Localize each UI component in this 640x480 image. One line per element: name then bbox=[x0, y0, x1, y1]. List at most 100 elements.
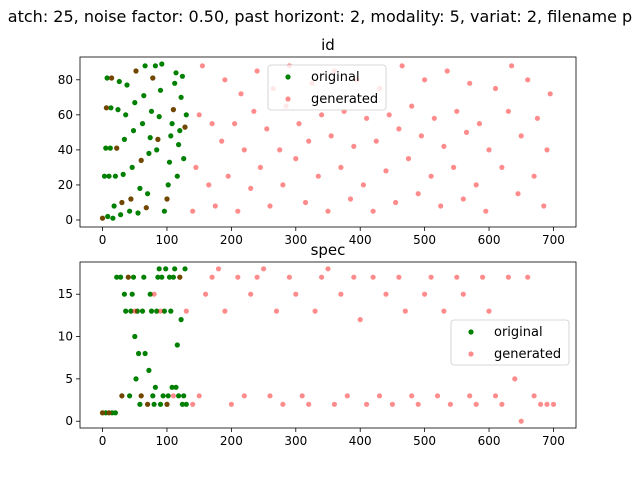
data-point bbox=[415, 401, 421, 407]
data-point bbox=[138, 157, 144, 163]
data-point bbox=[441, 308, 447, 314]
chart-spec: 0 100 200 300 400 500 600 700 0 5 10 15 spec original… bbox=[58, 241, 577, 448]
data-point bbox=[170, 107, 176, 113]
data-point bbox=[150, 393, 156, 399]
data-point bbox=[534, 115, 541, 121]
data-point bbox=[157, 401, 164, 407]
data-point bbox=[107, 145, 113, 151]
data-point bbox=[409, 393, 415, 399]
data-point bbox=[376, 393, 383, 399]
data-point bbox=[505, 108, 511, 114]
x-tick-label: 100 bbox=[156, 233, 179, 247]
data-point bbox=[251, 108, 257, 114]
data-point bbox=[133, 68, 139, 74]
data-point bbox=[103, 105, 109, 111]
data-point bbox=[156, 266, 162, 272]
data-point bbox=[444, 68, 450, 74]
data-point bbox=[103, 145, 109, 151]
data-point bbox=[209, 121, 215, 127]
legend-box bbox=[267, 64, 387, 111]
data-point bbox=[467, 393, 473, 399]
data-point bbox=[447, 401, 453, 407]
data-point bbox=[183, 401, 189, 407]
chart-title: id bbox=[321, 36, 335, 54]
data-point bbox=[405, 156, 412, 162]
data-point bbox=[176, 393, 182, 399]
chart-id: 0 100 200 300 400 500 600 700 0 20 40 60 80 id origina… bbox=[58, 36, 577, 247]
data-point bbox=[393, 199, 399, 206]
x-tick-label: 300 bbox=[284, 434, 307, 448]
data-point bbox=[219, 138, 225, 144]
x-tick-label: 0 bbox=[99, 233, 107, 247]
data-point bbox=[261, 266, 267, 272]
data-point bbox=[170, 107, 176, 113]
data-point bbox=[360, 182, 366, 188]
data-point bbox=[148, 308, 155, 314]
data-point bbox=[154, 147, 160, 153]
data-point bbox=[169, 384, 175, 390]
data-point bbox=[176, 142, 182, 148]
data-point bbox=[182, 124, 188, 130]
legend-marker bbox=[468, 351, 474, 357]
data-point bbox=[143, 205, 149, 211]
data-point bbox=[138, 393, 144, 399]
data-point bbox=[181, 156, 187, 162]
data-point bbox=[396, 126, 402, 132]
x-tick-label: 500 bbox=[413, 434, 436, 448]
data-point bbox=[173, 70, 179, 76]
data-point bbox=[119, 199, 125, 206]
data-point bbox=[130, 274, 137, 280]
data-point bbox=[99, 215, 106, 221]
legend-marker bbox=[285, 96, 291, 102]
data-point bbox=[181, 393, 187, 399]
data-point bbox=[112, 410, 118, 416]
data-point bbox=[119, 393, 125, 399]
data-point bbox=[486, 308, 492, 314]
data-point bbox=[525, 274, 531, 280]
data-point bbox=[115, 107, 121, 113]
data-point bbox=[152, 63, 158, 69]
data-point bbox=[106, 173, 112, 179]
data-point bbox=[168, 133, 174, 139]
data-point bbox=[434, 393, 441, 399]
data-point bbox=[531, 173, 537, 179]
data-point bbox=[531, 393, 537, 399]
legend-marker bbox=[285, 74, 291, 80]
x-tick-label: 700 bbox=[542, 233, 565, 247]
data-point bbox=[525, 77, 531, 83]
data-point bbox=[267, 393, 273, 399]
data-point bbox=[228, 401, 234, 407]
data-point bbox=[179, 73, 185, 79]
data-point bbox=[121, 136, 127, 142]
data-point bbox=[338, 291, 344, 297]
data-point bbox=[222, 77, 228, 83]
data-point bbox=[151, 291, 157, 297]
data-point bbox=[325, 208, 331, 214]
data-point bbox=[319, 112, 325, 118]
data-point bbox=[386, 112, 392, 118]
data-point bbox=[138, 157, 144, 163]
data-point bbox=[155, 136, 161, 142]
data-point bbox=[147, 135, 153, 141]
data-point bbox=[196, 393, 202, 399]
data-point bbox=[125, 274, 131, 280]
data-point bbox=[146, 150, 152, 156]
data-point bbox=[127, 208, 133, 214]
x-tick-label: 200 bbox=[220, 434, 243, 448]
data-point bbox=[101, 173, 108, 179]
data-point bbox=[157, 87, 164, 93]
data-point bbox=[124, 82, 130, 88]
data-point bbox=[209, 274, 215, 280]
data-point bbox=[280, 182, 286, 188]
legend: original generated bbox=[267, 64, 387, 111]
data-point bbox=[155, 136, 161, 142]
data-point bbox=[165, 182, 171, 188]
data-point bbox=[133, 376, 139, 382]
data-point bbox=[129, 164, 135, 170]
data-point bbox=[166, 274, 173, 280]
y-tick-label: 0 bbox=[65, 213, 73, 227]
data-point bbox=[451, 164, 457, 170]
data-point bbox=[152, 384, 158, 390]
legend: original generated bbox=[450, 319, 570, 366]
data-point bbox=[179, 401, 185, 407]
